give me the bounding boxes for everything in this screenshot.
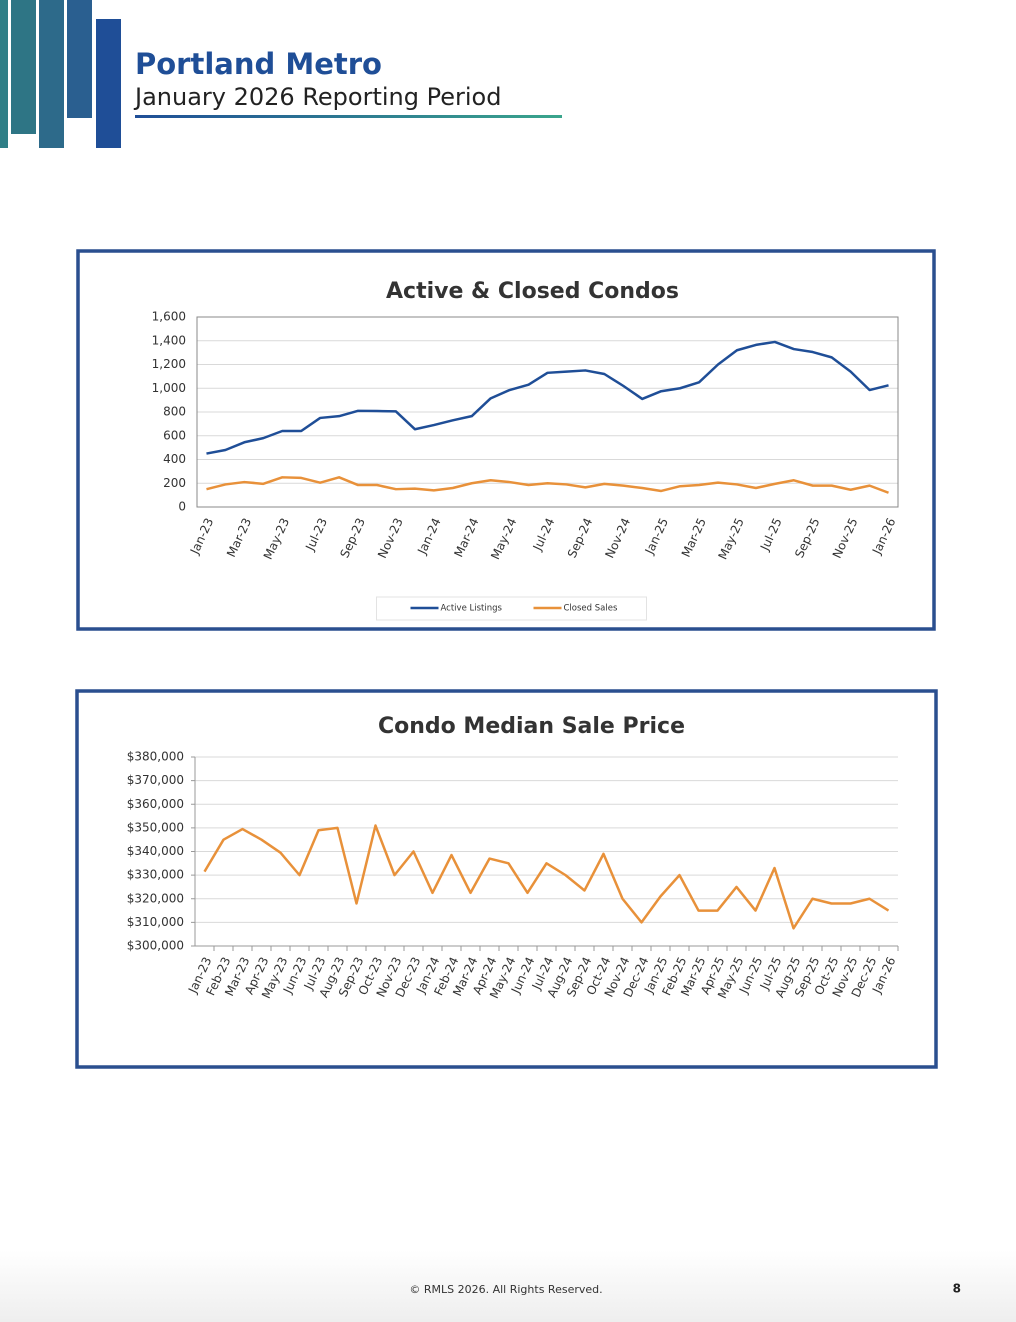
- header-title: Portland Metro: [135, 47, 382, 81]
- y-tick-label: $300,000: [127, 939, 184, 953]
- y-tick-label: $360,000: [127, 797, 184, 811]
- footer-band: [0, 1250, 1016, 1322]
- y-tick-label: 1,400: [152, 333, 186, 347]
- footer-copyright: © RMLS 2026. All Rights Reserved.: [409, 1283, 602, 1296]
- chart-frame: [75, 689, 938, 1069]
- legend-box: [376, 596, 647, 621]
- deco-bar: [0, 0, 8, 148]
- y-tick-label: 800: [163, 405, 186, 419]
- deco-bar: [96, 19, 121, 148]
- legend-label: Closed Sales: [564, 604, 618, 614]
- y-tick-label: $330,000: [127, 868, 184, 882]
- y-tick-label: $310,000: [127, 915, 184, 929]
- y-tick-label: $370,000: [127, 773, 184, 787]
- header-rule: [135, 115, 562, 118]
- y-tick-label: 1,600: [152, 310, 186, 324]
- y-tick-label: $380,000: [127, 750, 184, 764]
- header-subtitle: January 2026 Reporting Period: [133, 83, 501, 111]
- series-line: [206, 476, 889, 494]
- legend-label: Active Listings: [441, 604, 503, 614]
- y-tick-label: $350,000: [127, 820, 184, 834]
- y-tick-label: 400: [163, 452, 186, 466]
- chart-frame: [76, 249, 936, 631]
- chart-title: Condo Median Sale Price: [378, 714, 685, 739]
- y-tick-label: $340,000: [127, 844, 184, 858]
- y-tick-label: 200: [163, 476, 186, 490]
- y-tick-label: $320,000: [127, 891, 184, 905]
- page-number: 8: [953, 1282, 961, 1296]
- plot-border: [196, 316, 899, 508]
- deco-bar: [39, 0, 64, 148]
- chart-title: Active & Closed Condos: [386, 279, 679, 304]
- series-line: [206, 340, 889, 455]
- deco-bar: [11, 0, 36, 134]
- y-tick-label: 0: [178, 500, 186, 514]
- series-line: [203, 824, 890, 930]
- deco-bar: [67, 0, 92, 118]
- y-tick-label: 1,000: [152, 381, 186, 395]
- y-tick-label: 1,200: [152, 357, 186, 371]
- y-tick-label: 600: [163, 428, 186, 442]
